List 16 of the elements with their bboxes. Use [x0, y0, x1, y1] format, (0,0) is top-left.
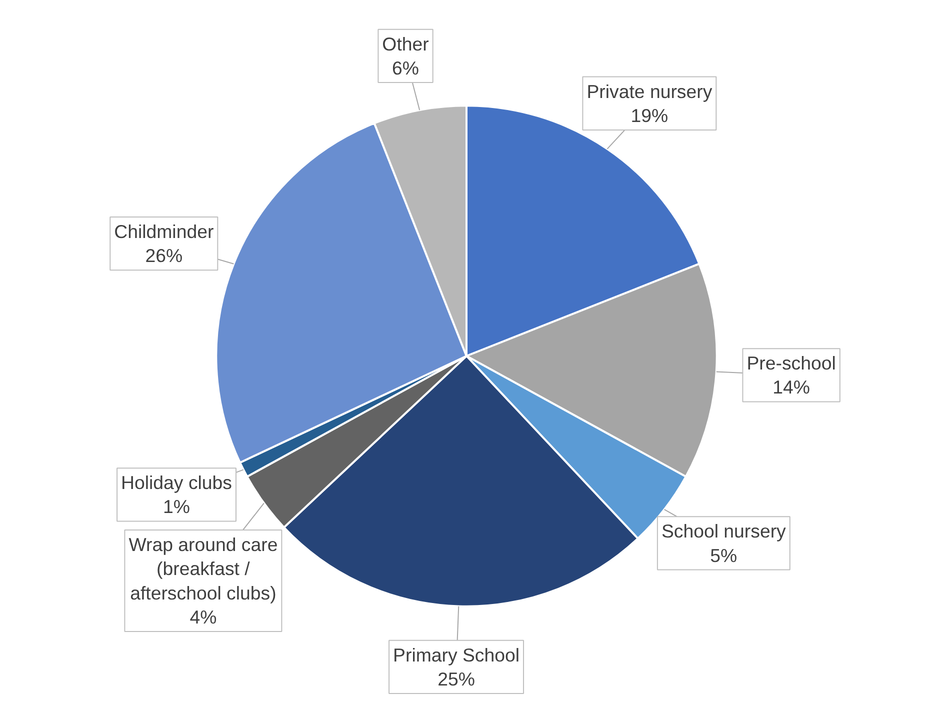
data-label: 4%	[190, 606, 217, 628]
data-label: 14%	[772, 376, 810, 398]
data-label: 5%	[710, 544, 738, 566]
data-label: 19%	[630, 104, 668, 126]
slice-label: Pre-school	[746, 352, 836, 374]
data-label: 26%	[145, 245, 183, 266]
slice-label: School nursery	[661, 520, 787, 542]
slice-label: Primary School	[393, 644, 520, 666]
slice-label: Wrap around care (breakfast / afterschool clubs)	[128, 534, 278, 604]
data-label: 25%	[438, 668, 475, 690]
data-label: 1%	[163, 496, 190, 518]
slice-label: Private nursery	[586, 80, 713, 102]
slice-label: Childminder	[114, 220, 214, 242]
data-label: 6%	[392, 58, 419, 79]
slice-label: Other	[382, 33, 429, 54]
slice-label: Holiday clubs	[121, 472, 232, 494]
